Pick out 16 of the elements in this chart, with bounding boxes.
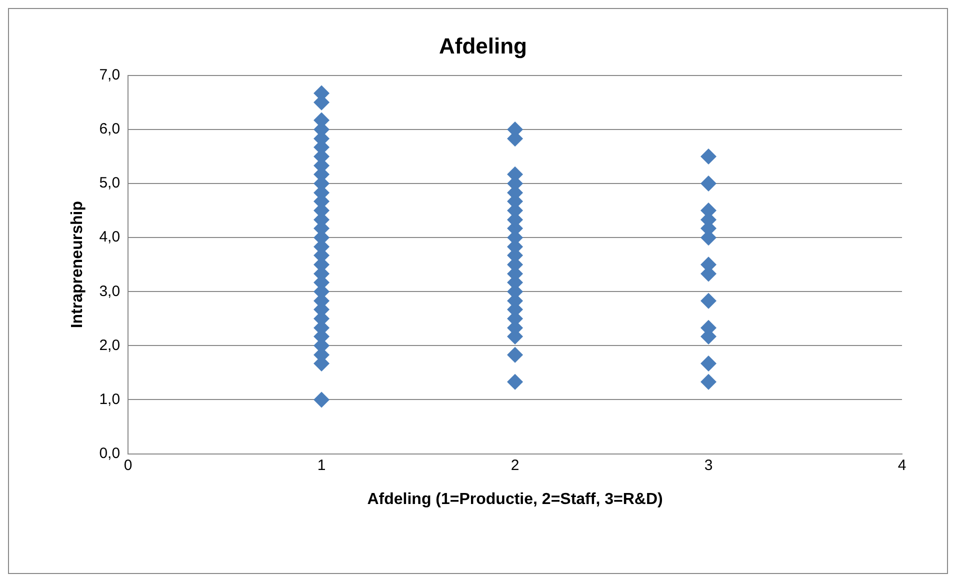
y-tick-label: 4,0	[99, 228, 120, 246]
x-tick-label: 4	[898, 456, 906, 474]
y-tick-label: 0,0	[99, 444, 120, 462]
chart-title: Afdeling	[439, 33, 527, 58]
x-axis-title: Afdeling (1=Productie, 2=Staff, 3=R&D)	[367, 490, 663, 508]
x-tick-label: 0	[124, 456, 132, 474]
y-tick-label: 7,0	[99, 66, 120, 84]
x-tick-label: 2	[510, 456, 520, 474]
y-tick-label: 2,0	[99, 336, 120, 354]
y-tick-label: 3,0	[99, 282, 120, 300]
y-axis-title: Intrapreneurship	[69, 200, 86, 328]
y-tick-label: 1,0	[99, 390, 120, 408]
y-tick-label: 6,0	[99, 120, 120, 138]
y-tick-label: 5,0	[99, 174, 120, 192]
x-tick-label: 3	[704, 456, 713, 474]
x-tick-label: 1	[317, 456, 326, 474]
